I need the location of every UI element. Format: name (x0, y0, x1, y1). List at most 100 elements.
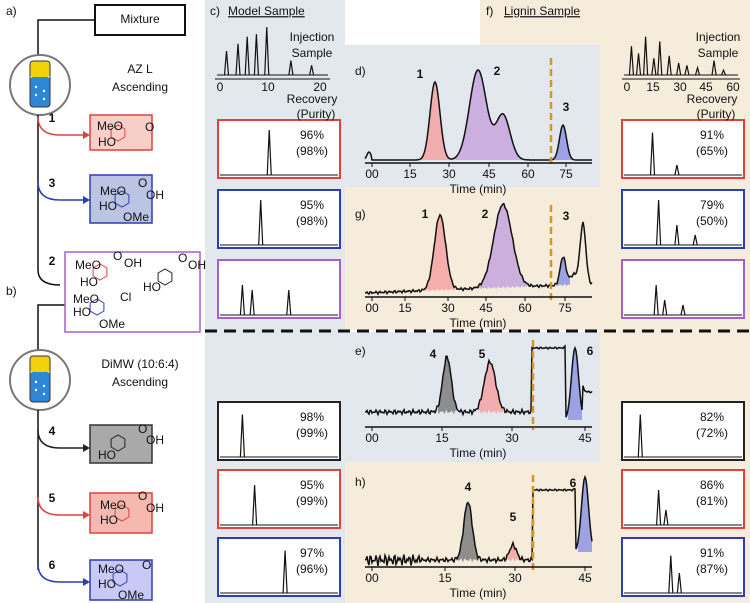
atom-label: HO (98, 448, 116, 462)
panel-header: Model Sample (228, 4, 305, 18)
peak-number: 1 (422, 207, 429, 221)
peak-shade (460, 203, 549, 291)
trace-peak (244, 36, 250, 76)
system-label: DiMW (10:6:4) (101, 357, 178, 371)
column-top (30, 356, 50, 372)
peak-shade (425, 214, 458, 292)
fraction-box (621, 259, 745, 319)
chromatogram-trace (365, 203, 593, 296)
atom-label: O (138, 422, 147, 436)
peak-number: 1 (417, 67, 424, 81)
bead (42, 97, 46, 101)
chromatogram-trace (365, 344, 593, 418)
purity-value: (81%) (696, 494, 728, 508)
atom-label: OMe (118, 588, 144, 602)
trace-peak (223, 50, 230, 76)
x-tick-label: 45 (479, 301, 493, 315)
trace-peak (643, 36, 649, 76)
atom-label: MeO (73, 292, 99, 306)
peak-shade (568, 348, 582, 420)
x-tick-label: 30 (508, 571, 522, 585)
branch-arrow (37, 429, 86, 449)
atom-label: OH (146, 188, 164, 202)
fraction-box (621, 537, 745, 597)
recovery-value: 97% (300, 546, 324, 560)
purity-value: (72%) (696, 426, 728, 440)
structure-box (89, 492, 153, 534)
fraction-number: 1 (49, 111, 56, 125)
trace-peak (252, 484, 258, 526)
system-label: Ascending (112, 80, 168, 94)
atom-label: OH (124, 256, 142, 270)
trace-peak (656, 489, 662, 526)
panel-label: g) (355, 207, 366, 221)
bead (34, 93, 38, 97)
axis-tick-label: 0 (624, 80, 631, 94)
structure-box (64, 251, 201, 333)
ring (92, 263, 108, 281)
recovery-value: 91% (700, 128, 724, 142)
fraction-number: 6 (49, 558, 56, 572)
x-tick-label: 60 (518, 301, 532, 315)
trace-peak (666, 55, 672, 76)
ring (114, 504, 130, 522)
x-tick-label: 75 (558, 301, 572, 315)
chromatogram-trace (364, 474, 593, 568)
trace-peak (651, 58, 657, 76)
x-tick-label: 30 (442, 167, 456, 181)
fraction-number: 3 (49, 176, 56, 190)
atom-label: HO (100, 513, 118, 527)
axis-tick-label: 15 (646, 80, 660, 94)
arrow-head (83, 196, 90, 204)
fraction-box (621, 189, 745, 249)
peak-number: 5 (479, 347, 486, 361)
peak-shade (505, 542, 521, 562)
trace-peak (692, 234, 698, 246)
fraction-box (621, 119, 745, 179)
x-tick-label: 60 (521, 167, 535, 181)
bead (42, 392, 46, 396)
system-label: AZ L (127, 62, 153, 76)
axis-tick-label: 60 (726, 80, 740, 94)
purity-value: (96%) (296, 562, 328, 576)
fraction-box (217, 401, 341, 461)
fraction-box (217, 537, 341, 597)
fraction-number: 2 (49, 254, 56, 268)
recovery-value: 79% (700, 198, 724, 212)
atom-label: MeO (100, 498, 126, 512)
panel-header: Lignin Sample (504, 4, 580, 18)
purity-label: (Purity) (297, 107, 336, 121)
column-top (30, 61, 50, 77)
atom-label: MeO (98, 562, 124, 576)
arrow-head (83, 578, 90, 586)
x-tick-label: 00 (365, 431, 379, 445)
structure-box (89, 174, 153, 224)
panel-label: b) (6, 284, 17, 298)
x-tick-label: 15 (438, 571, 452, 585)
trace-peak (694, 65, 701, 76)
panel-label: e) (355, 344, 366, 358)
ring (114, 190, 130, 208)
trace-peak (239, 414, 245, 458)
x-tick-label: 45 (578, 431, 592, 445)
trace-peak (286, 289, 292, 316)
axis-tick-label: 30 (673, 80, 687, 94)
peak-number: 2 (482, 207, 489, 221)
trace-peak (288, 60, 294, 76)
atom-label: OMe (99, 317, 125, 331)
panel-e-bg (345, 332, 600, 462)
purity-value: (98%) (296, 214, 328, 228)
x-tick-label: 15 (403, 167, 417, 181)
axis-tick-label: 20 (313, 80, 327, 94)
axis-tick-label: 10 (261, 80, 275, 94)
trace-peak (720, 68, 727, 76)
panel-label: h) (355, 475, 366, 489)
atom-label: OMe (123, 210, 149, 224)
recovery-label: Recovery (287, 92, 338, 106)
fraction-box (217, 259, 341, 319)
flow-line (37, 115, 61, 286)
peak-number: 4 (430, 347, 437, 361)
fraction-box (621, 469, 745, 529)
purity-value: (87%) (696, 562, 728, 576)
